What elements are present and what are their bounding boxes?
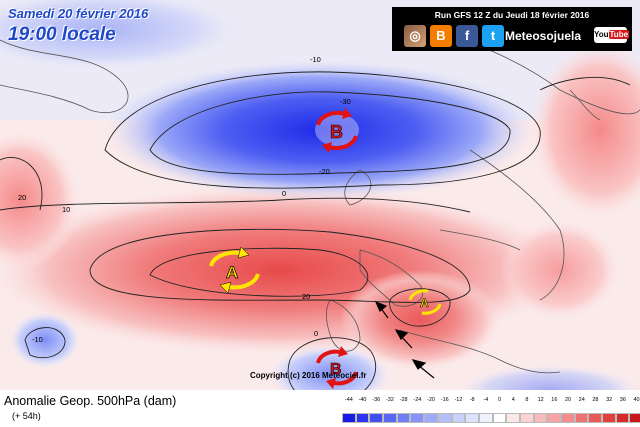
- scale-swatch: [574, 413, 589, 423]
- youtube-icon[interactable]: YouTube: [594, 27, 630, 43]
- map-caption: Anomalie Geop. 500hPa (dam): [4, 394, 177, 408]
- scale-tick: -36: [372, 397, 381, 403]
- scale-swatch: [629, 413, 640, 423]
- high-pressure-iberia: A: [408, 289, 442, 315]
- scale-tick: 36: [619, 397, 626, 403]
- scale-tick: -20: [427, 397, 435, 403]
- positive-anomaly-west: [0, 130, 80, 270]
- color-scale: [342, 413, 640, 423]
- instagram-icon[interactable]: ◎: [404, 25, 426, 47]
- scale-swatch: [506, 413, 520, 423]
- scale-swatch: [437, 413, 452, 423]
- scale-swatch: [424, 413, 438, 423]
- negative-anomaly-zone: [105, 60, 535, 200]
- contour-label: -30: [340, 97, 351, 106]
- scale-swatch: [547, 413, 561, 423]
- scale-tick: 12: [537, 397, 544, 403]
- scale-swatch: [602, 413, 616, 423]
- contour-label: 10: [62, 205, 70, 214]
- scale-swatch: [561, 413, 575, 423]
- scale-swatch: [369, 413, 384, 423]
- scale-swatch: [588, 413, 603, 423]
- contour-label: -20: [319, 167, 330, 176]
- facebook-icon[interactable]: f: [456, 25, 478, 47]
- scale-tick: 8: [525, 397, 529, 403]
- scale-swatch: [492, 413, 507, 423]
- high-pressure-atlantic: A: [209, 246, 260, 294]
- scale-tick: -16: [440, 397, 449, 403]
- scale-tick: 32: [606, 397, 613, 403]
- scale-swatch: [478, 413, 493, 423]
- scale-tick: -32: [385, 397, 394, 403]
- scale-tick: 28: [592, 397, 599, 403]
- forecast-time: 19:00 locale: [8, 24, 116, 45]
- low-pressure-south: B: [316, 346, 358, 389]
- scale-swatch: [533, 413, 548, 423]
- scale-tick: 0: [498, 397, 502, 403]
- scale-swatch: [396, 413, 411, 423]
- scale-swatch: [410, 413, 425, 423]
- scale-tick: -44: [344, 397, 353, 403]
- contour-label: 20: [18, 193, 26, 202]
- contour-label: 0: [314, 329, 318, 338]
- scale-tick: -8: [469, 397, 475, 403]
- forecast-date: Samedi 20 février 2016: [8, 6, 149, 21]
- low-label: B: [330, 361, 342, 378]
- scale-tick: -4: [483, 397, 489, 403]
- run-info: Run GFS 12 Z du Jeudi 18 février 2016: [434, 10, 590, 20]
- scale-swatch: [615, 413, 630, 423]
- high-label: A: [226, 263, 238, 282]
- negative-anomaly-small: [10, 312, 80, 368]
- positive-anomaly-east: [530, 40, 640, 220]
- scale-tick: -12: [454, 397, 463, 403]
- low-label: B: [330, 122, 343, 142]
- contour-label: 20: [302, 292, 310, 301]
- contour-label: -10: [310, 55, 321, 64]
- low-pressure-north: B: [315, 108, 359, 153]
- high-label: A: [420, 296, 429, 310]
- scale-tick: 20: [564, 397, 572, 403]
- flow-arrows: [374, 300, 435, 379]
- scale-tick: 40: [633, 397, 640, 403]
- scale-tick: -24: [413, 397, 422, 403]
- scale-swatch: [519, 413, 534, 423]
- contour-lines: [0, 71, 631, 406]
- scale-tick: -40: [358, 397, 367, 403]
- scale-swatch: [465, 413, 479, 423]
- scale-tick: 4: [511, 397, 515, 403]
- twitter-icon[interactable]: t: [482, 25, 504, 47]
- scale-tick: -28: [399, 397, 408, 403]
- scale-swatch: [451, 413, 466, 423]
- brand-name: Meteosojuela: [505, 29, 582, 43]
- forecast-offset: (+ 54h): [12, 411, 41, 421]
- scale-swatch: [342, 413, 356, 423]
- youtube-tube: Tube: [608, 30, 630, 39]
- copyright: Copyright (c) 2016 Meteociel.fr: [250, 371, 367, 380]
- scale-swatch: [383, 413, 397, 423]
- scale-tick: 24: [578, 397, 585, 403]
- contour-label: 0: [282, 189, 286, 198]
- contour-label: -10: [32, 335, 43, 344]
- blogger-icon[interactable]: B: [430, 25, 452, 47]
- scale-swatch: [355, 413, 370, 423]
- scale-tick: 16: [551, 397, 558, 403]
- contour-labels: -10 -30 -20 0 20 10 20 -10 0: [18, 55, 351, 344]
- header-banner: Run GFS 12 Z du Jeudi 18 février 2016 ◎ …: [392, 7, 632, 51]
